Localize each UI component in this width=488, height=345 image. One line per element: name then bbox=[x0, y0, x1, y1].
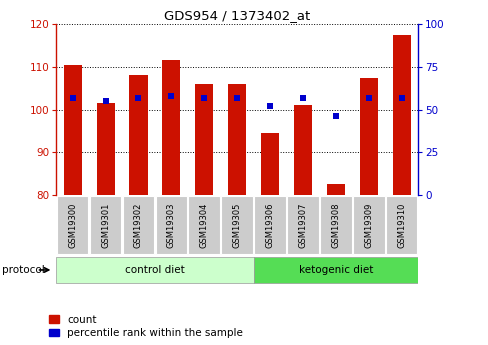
FancyBboxPatch shape bbox=[221, 196, 252, 254]
Point bbox=[200, 95, 208, 100]
Text: GSM19303: GSM19303 bbox=[166, 203, 176, 248]
Point bbox=[397, 95, 405, 100]
Bar bbox=[227, 84, 245, 195]
Point bbox=[69, 95, 77, 100]
Text: GSM19301: GSM19301 bbox=[101, 203, 110, 248]
FancyBboxPatch shape bbox=[56, 257, 253, 283]
Text: GSM19307: GSM19307 bbox=[298, 203, 307, 248]
FancyBboxPatch shape bbox=[122, 196, 154, 254]
Point bbox=[233, 95, 241, 100]
Point bbox=[134, 95, 142, 100]
Legend: count, percentile rank within the sample: count, percentile rank within the sample bbox=[49, 315, 243, 338]
FancyBboxPatch shape bbox=[254, 196, 285, 254]
Text: ketogenic diet: ketogenic diet bbox=[298, 265, 372, 275]
Bar bbox=[261, 133, 279, 195]
Bar bbox=[359, 78, 377, 195]
FancyBboxPatch shape bbox=[320, 196, 351, 254]
Point bbox=[364, 95, 372, 100]
FancyBboxPatch shape bbox=[155, 196, 187, 254]
Text: GSM19310: GSM19310 bbox=[396, 203, 406, 248]
Text: control diet: control diet bbox=[125, 265, 184, 275]
Text: GSM19300: GSM19300 bbox=[68, 203, 77, 248]
Text: GSM19305: GSM19305 bbox=[232, 203, 241, 248]
FancyBboxPatch shape bbox=[253, 257, 417, 283]
Bar bbox=[96, 103, 114, 195]
FancyBboxPatch shape bbox=[90, 196, 121, 254]
FancyBboxPatch shape bbox=[385, 196, 417, 254]
Text: GSM19308: GSM19308 bbox=[331, 203, 340, 248]
FancyBboxPatch shape bbox=[352, 196, 384, 254]
Bar bbox=[195, 84, 213, 195]
Bar bbox=[129, 76, 147, 195]
Bar bbox=[63, 65, 81, 195]
Point bbox=[331, 114, 339, 119]
Text: GSM19302: GSM19302 bbox=[134, 203, 142, 248]
Text: GSM19306: GSM19306 bbox=[265, 203, 274, 248]
FancyBboxPatch shape bbox=[57, 196, 88, 254]
Text: GSM19309: GSM19309 bbox=[364, 203, 372, 248]
FancyBboxPatch shape bbox=[188, 196, 220, 254]
Point bbox=[265, 104, 273, 109]
Bar bbox=[293, 105, 311, 195]
Point bbox=[299, 95, 306, 100]
Bar bbox=[326, 184, 344, 195]
Bar bbox=[392, 35, 410, 195]
Title: GDS954 / 1373402_at: GDS954 / 1373402_at bbox=[163, 9, 310, 22]
Text: GSM19304: GSM19304 bbox=[200, 203, 208, 248]
Bar bbox=[162, 60, 180, 195]
FancyBboxPatch shape bbox=[286, 196, 318, 254]
Text: protocol: protocol bbox=[2, 265, 45, 275]
Point bbox=[167, 93, 175, 99]
Point bbox=[102, 98, 109, 104]
